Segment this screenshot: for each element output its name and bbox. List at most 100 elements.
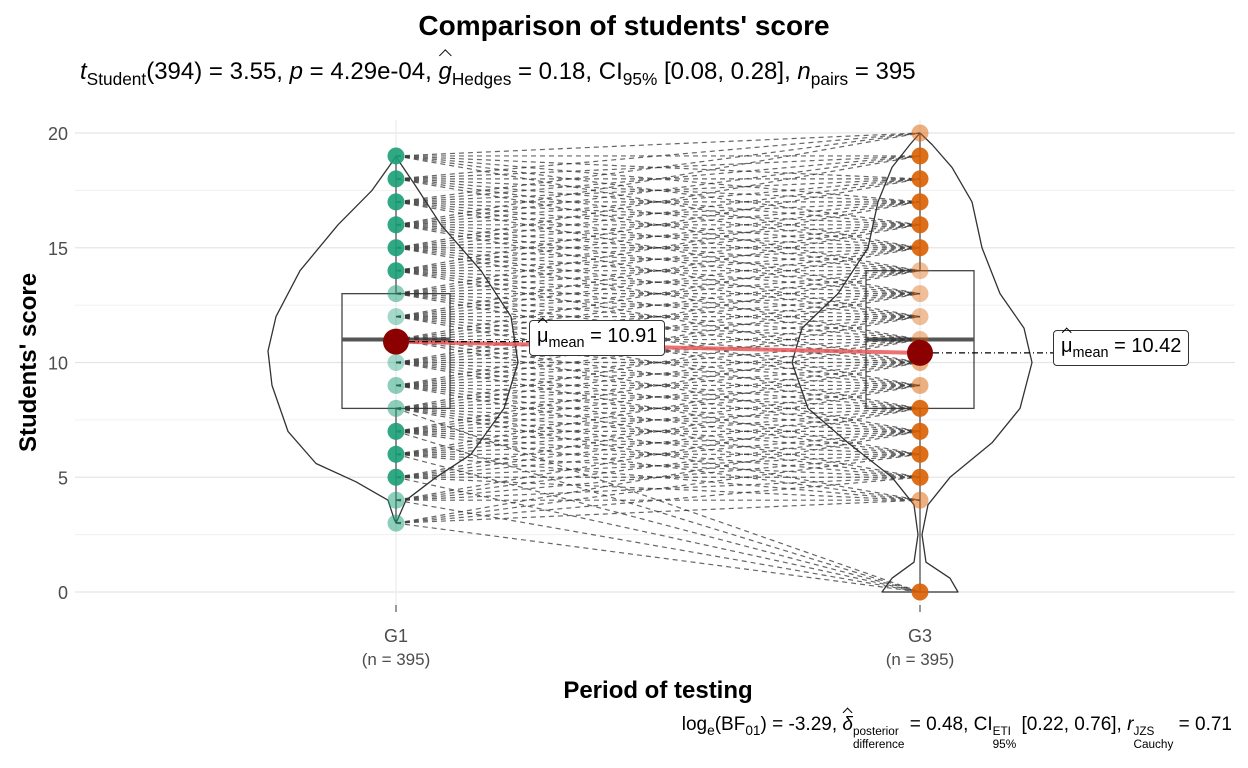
delta-subscript: difference — [852, 737, 905, 751]
paired-line — [395, 201, 921, 295]
data-point-g1 — [387, 262, 405, 280]
g-value: = 0.18, — [518, 58, 593, 85]
data-point-g3 — [911, 445, 929, 463]
data-point-g1 — [387, 216, 405, 234]
delta-symbol: δ — [842, 714, 853, 735]
ci-value: [0.22, 0.76], — [1021, 714, 1122, 735]
paired-line — [395, 178, 921, 249]
data-point-g3 — [911, 491, 929, 509]
ci-subscript: 95% — [992, 737, 1017, 751]
x-tick-n-label: (n = 395) — [362, 650, 431, 669]
ci-subscript: 95% — [622, 69, 658, 90]
mean-subscript: mean — [548, 334, 585, 351]
data-point-g3 — [911, 147, 929, 165]
x-axis-label: Period of testing — [563, 677, 752, 704]
paired-line — [395, 224, 921, 295]
x-tick-label: G1 — [384, 626, 408, 646]
paired-line — [395, 155, 921, 249]
paired-line — [395, 407, 921, 478]
chart-caption: loge(BF01) = -3.29, δ posterior difference… — [682, 714, 1232, 751]
r-superscript: JZS — [1133, 725, 1155, 739]
bf-subscript: 01 — [745, 722, 761, 738]
data-point-g3 — [911, 239, 929, 257]
df-value: (394) — [146, 58, 203, 85]
delta-scripts: posterior difference — [852, 725, 905, 751]
data-point-g3 — [911, 193, 929, 211]
log-symbol: log — [681, 714, 708, 735]
data-point-g3 — [911, 262, 929, 280]
data-point-g3 — [911, 285, 929, 303]
p-value: = 4.29e-04, — [309, 58, 432, 85]
r-symbol: r — [1127, 714, 1134, 735]
bf-value: ) = -3.29, — [760, 714, 838, 735]
t-subscript: Student — [86, 69, 147, 90]
r-value: = 0.71 — [1178, 714, 1232, 735]
n-subscript: pairs — [810, 69, 849, 90]
y-tick-label: 0 — [58, 583, 68, 603]
paired-line — [395, 338, 921, 409]
paired-line — [395, 361, 921, 432]
paired-line — [395, 407, 921, 501]
log-subscript: e — [707, 722, 715, 738]
mean-point-g3 — [907, 339, 933, 366]
data-point-g3 — [911, 124, 929, 142]
n-symbol: n — [797, 58, 811, 85]
mean-label-g1: μmean = 10.91 — [529, 319, 666, 356]
y-tick-label: 5 — [58, 468, 68, 488]
data-point-g3 — [911, 583, 929, 601]
r-subscript: Cauchy — [1133, 737, 1174, 751]
ci-value: [0.08, 0.28], — [663, 58, 791, 85]
y-axis-label: Students' score — [15, 273, 42, 452]
violin-g1 — [267, 155, 397, 524]
data-point-g1 — [387, 354, 405, 371]
ci-superscript: ETI — [992, 725, 1011, 739]
data-point-g1 — [387, 170, 405, 188]
paired-line — [395, 224, 921, 318]
data-point-g1 — [387, 308, 405, 326]
mean-value: = 10.91 — [590, 324, 658, 347]
x-tick-label: G3 — [908, 626, 932, 646]
mean-subscript: mean — [1072, 344, 1109, 361]
data-point-g3 — [911, 468, 929, 486]
y-tick-label: 10 — [48, 354, 68, 374]
paired-line — [395, 338, 921, 432]
paired-line — [395, 384, 921, 455]
r-scripts: JZS Cauchy — [1133, 725, 1174, 751]
data-point-g3 — [911, 170, 929, 188]
t-value: = 3.55, — [208, 58, 283, 85]
data-point-g3 — [911, 399, 929, 417]
data-point-g3 — [911, 376, 929, 394]
g-subscript: Hedges — [451, 69, 512, 90]
paired-line — [395, 247, 921, 318]
delta-value: = 0.48, — [909, 714, 969, 735]
mu-symbol: μ — [1061, 334, 1073, 357]
paired-line — [395, 361, 921, 455]
data-point-g1 — [387, 193, 405, 211]
data-point-g1 — [387, 239, 405, 257]
data-point-g1 — [387, 491, 405, 509]
delta-superscript: posterior — [852, 725, 899, 739]
data-point-g1 — [387, 399, 405, 417]
paired-line — [395, 155, 921, 180]
mean-label-g3: μmean = 10.42 — [1053, 329, 1190, 366]
paired-line — [395, 316, 921, 409]
data-point-g3 — [911, 308, 929, 326]
violin-g3-left — [791, 132, 921, 593]
p-symbol: p — [289, 58, 303, 85]
paired-line — [395, 155, 921, 226]
bf-symbol: (BF — [714, 714, 746, 735]
paired-line — [395, 270, 921, 364]
n-value: = 395 — [854, 58, 916, 85]
g-symbol: g — [438, 58, 452, 85]
data-point-g1 — [387, 514, 405, 532]
paired-line — [395, 201, 921, 272]
paired-line — [395, 430, 921, 501]
data-point-g1 — [387, 285, 405, 303]
mean-value: = 10.42 — [1114, 334, 1182, 357]
paired-line — [395, 430, 921, 593]
mean-point-g1 — [383, 328, 409, 355]
data-point-g1 — [387, 422, 405, 440]
data-point-g1 — [387, 445, 405, 463]
paired-line — [395, 407, 921, 593]
